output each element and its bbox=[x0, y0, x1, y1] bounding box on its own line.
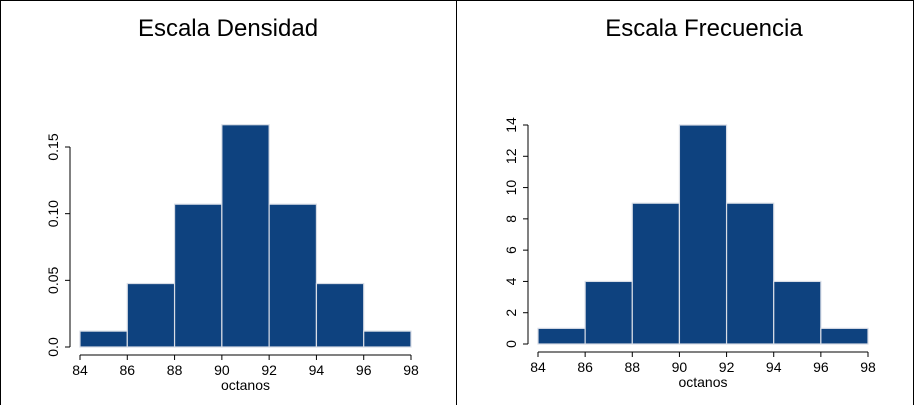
histogram-bar bbox=[79, 330, 128, 348]
chart-title: Escala Densidad bbox=[138, 15, 318, 42]
x-tick-label: 96 bbox=[356, 362, 372, 378]
histogram-bar bbox=[584, 280, 633, 345]
y-tick-label: 0 bbox=[503, 340, 519, 348]
x-tick-label: 84 bbox=[72, 362, 88, 378]
x-tick-label: 98 bbox=[860, 359, 876, 375]
x-tick-label: 92 bbox=[719, 359, 735, 375]
x-tick-label: 88 bbox=[167, 362, 183, 378]
y-tick-label: 12 bbox=[503, 148, 519, 164]
histogram-bar bbox=[173, 203, 223, 348]
y-tick-label: 2 bbox=[503, 309, 519, 317]
y-tick-label: 14 bbox=[503, 117, 519, 133]
y-tick-label: 6 bbox=[503, 246, 519, 254]
histogram-bar bbox=[126, 282, 176, 348]
histogram-bar bbox=[363, 330, 412, 348]
x-tick-label: 94 bbox=[766, 359, 782, 375]
y-tick-label: 10 bbox=[503, 180, 519, 196]
y-tick-label: 0.05 bbox=[45, 266, 61, 293]
x-tick-label: 92 bbox=[261, 362, 277, 378]
histogram-bar bbox=[221, 124, 270, 348]
x-tick-label: 90 bbox=[214, 362, 230, 378]
x-tick-label: 86 bbox=[577, 359, 593, 375]
y-tick-label: 0.0 bbox=[45, 337, 61, 357]
x-tick-label: 84 bbox=[530, 359, 546, 375]
histogram-bar bbox=[268, 203, 318, 348]
y-tick-label: 8 bbox=[503, 215, 519, 223]
y-tick-label: 0.15 bbox=[45, 133, 61, 160]
x-tick-label: 94 bbox=[309, 362, 325, 378]
x-tick-label: 88 bbox=[624, 359, 640, 375]
histogram-bar bbox=[315, 282, 365, 348]
y-tick-label: 0.10 bbox=[45, 200, 61, 227]
histogram-bar bbox=[631, 202, 681, 345]
histogram-bar bbox=[678, 124, 728, 345]
x-tick-label: 90 bbox=[672, 359, 688, 375]
x-axis-label: octanos bbox=[678, 374, 727, 390]
y-tick-label: 4 bbox=[503, 277, 519, 285]
x-tick-label: 98 bbox=[403, 362, 419, 378]
histogram-bar bbox=[537, 327, 586, 345]
x-axis-label: octanos bbox=[221, 377, 270, 393]
histogram-bar bbox=[773, 280, 822, 345]
chart-title: Escala Frecuencia bbox=[605, 15, 803, 42]
x-tick-label: 96 bbox=[813, 359, 829, 375]
histogram-bar bbox=[725, 202, 775, 345]
x-tick-label: 86 bbox=[119, 362, 135, 378]
histogram-bar bbox=[820, 327, 869, 345]
